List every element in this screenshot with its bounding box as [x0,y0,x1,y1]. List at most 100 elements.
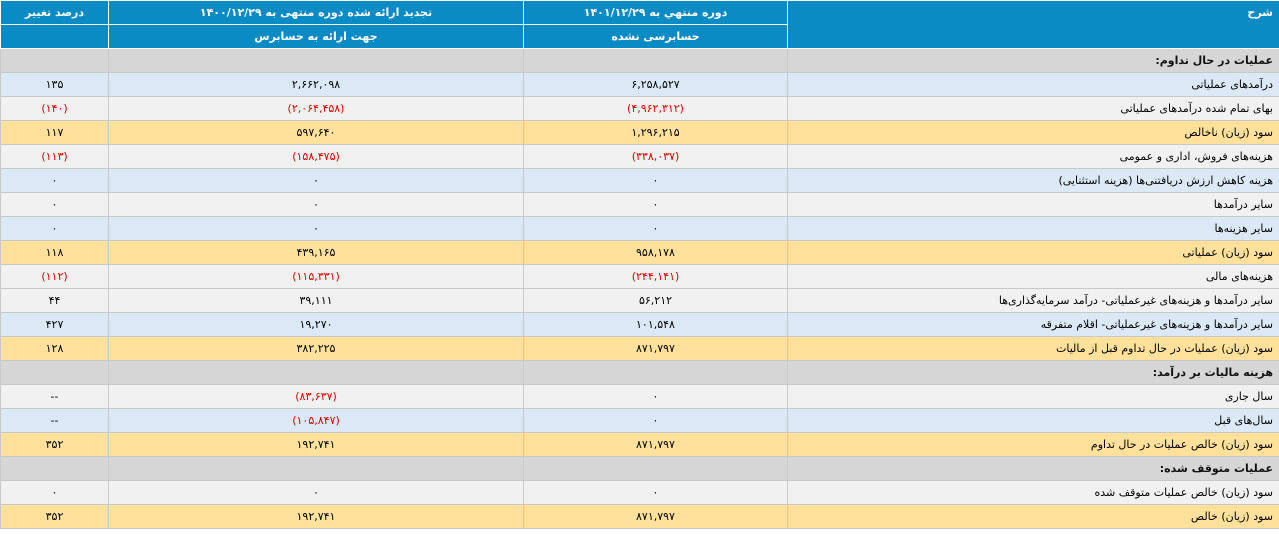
table-row: ۱۱۷ ۵۹۷,۶۴۰ ۱,۲۹۶,۲۱۵ سود (زیان) ناخالص [0,120,1279,145]
description-cell: سایر درآمدها و هزینه‌های غیرعملیاتی- اقل… [787,312,1279,337]
current-period-cell: ۸۷۱,۷۹۷ [523,336,788,361]
change-percent-cell: ۳۵۲ [0,504,109,529]
table-row: ۳۵۲ ۱۹۲,۷۴۱ ۸۷۱,۷۹۷ سود (زیان) خالص عملیات … [0,432,1279,457]
previous-period-cell: ۵۹۷,۶۴۰ [108,120,524,145]
previous-period-cell: (۱۱۵,۳۳۱) [108,264,524,289]
previous-period-cell: ۱۹۲,۷۴۱ [108,432,524,457]
change-percent-cell: ۱۱۸ [0,240,109,265]
change-percent-cell: ۰ [0,216,109,241]
current-period-cell: ۱۰۱,۵۴۸ [523,312,788,337]
table-row: -- (۱۰۵,۸۴۷) ۰ سال‌های قبل [0,408,1279,433]
current-period-cell: ۰ [523,168,788,193]
table-header: درصد تغییر تجدید ارائه شده دوره منتهی به… [0,0,1279,49]
current-period-cell: ۶,۲۵۸,۵۲۷ [523,72,788,97]
section-empty-cell [108,360,524,385]
section-title: هزینه مالیات بر درآمد: [787,360,1279,385]
section-row: عملیات در حال تداوم: [0,48,1279,73]
description-cell: سود (زیان) خالص عملیات متوقف شده [787,480,1279,505]
section-empty-cell [108,48,524,73]
table-row: ۴۴ ۳۹,۱۱۱ ۵۶,۲۱۲ سایر درآمدها و هزینه‌های غ… [0,288,1279,313]
current-period-cell: ۰ [523,408,788,433]
current-period-cell: ۱,۲۹۶,۲۱۵ [523,120,788,145]
table-row: (۱۱۳) (۱۵۸,۴۷۵) (۳۳۸,۰۳۷) هزینه‌های فروش، ا… [0,144,1279,169]
section-title: عملیات در حال تداوم: [787,48,1279,73]
header-current-period: دوره منتهي به ۱۴۰۱/۱۲/۲۹ [523,0,788,25]
table-row: ۳۵۲ ۱۹۲,۷۴۱ ۸۷۱,۷۹۷ سود (زیان) خالص [0,504,1279,529]
description-cell: سال‌های قبل [787,408,1279,433]
change-percent-cell: (۱۱۳) [0,144,109,169]
description-cell: سایر درآمدها و هزینه‌های غیرعملیاتی- درآ… [787,288,1279,313]
description-cell: هزینه‌های فروش، اداری و عمومی [787,144,1279,169]
header-description: شرح [787,0,1279,49]
table-row: (۱۱۲) (۱۱۵,۳۳۱) (۲۴۴,۱۴۱) هزینه‌های مالی [0,264,1279,289]
description-cell: سایر هزینه‌ها [787,216,1279,241]
section-title: عملیات متوقف شده: [787,456,1279,481]
change-percent-cell: ۱۳۵ [0,72,109,97]
header-change-percent-sub [0,24,109,49]
change-percent-cell: ۰ [0,192,109,217]
previous-period-cell: ۴۳۹,۱۶۵ [108,240,524,265]
change-percent-cell: ۰ [0,168,109,193]
description-cell: سود (زیان) عملیاتی [787,240,1279,265]
table-row: ۰ ۰ ۰ سایر هزینه‌ها [0,216,1279,241]
current-period-cell: (۲۴۴,۱۴۱) [523,264,788,289]
section-row: عملیات متوقف شده: [0,456,1279,481]
change-percent-cell: ۴۴ [0,288,109,313]
previous-period-cell: (۱۰۵,۸۴۷) [108,408,524,433]
current-period-cell: ۸۷۱,۷۹۷ [523,504,788,529]
section-empty-cell [523,360,788,385]
description-cell: سایر درآمدها [787,192,1279,217]
section-empty-cell [523,456,788,481]
change-percent-cell: ۱۲۸ [0,336,109,361]
section-empty-cell [523,48,788,73]
current-period-cell: ۰ [523,384,788,409]
table-row: ۱۲۸ ۳۸۲,۲۲۵ ۸۷۱,۷۹۷ سود (زیان) عملیات در حا… [0,336,1279,361]
change-percent-cell: -- [0,408,109,433]
header-row: درصد تغییر تجدید ارائه شده دوره منتهی به… [0,0,1279,49]
description-cell: هزینه کاهش ارزش دریافتنی‌ها (هزینه استثن… [787,168,1279,193]
table-body: عملیات در حال تداوم: ۱۳۵ ۲,۶۶۲,۰۹۸ ۶,۲۵۸,۵۲… [0,48,1279,529]
change-percent-cell: ۴۲۷ [0,312,109,337]
description-cell: سود (زیان) ناخالص [787,120,1279,145]
header-current-period-sub: حسابرسی نشده [523,24,788,49]
change-percent-cell: -- [0,384,109,409]
description-cell: سال جاری [787,384,1279,409]
previous-period-cell: ۱۹۲,۷۴۱ [108,504,524,529]
current-period-cell: ۵۶,۲۱۲ [523,288,788,313]
table-row: ۰ ۰ ۰ هزینه کاهش ارزش دریافتنی‌ها (هزینه اس… [0,168,1279,193]
change-percent-cell: ۰ [0,480,109,505]
header-change-percent: درصد تغییر [0,0,109,25]
change-percent-cell: ۳۵۲ [0,432,109,457]
table-row: ۰ ۰ ۰ سود (زیان) خالص عملیات متوقف شده [0,480,1279,505]
previous-period-cell: ۳۹,۱۱۱ [108,288,524,313]
table-row: ۰ ۰ ۰ سایر درآمدها [0,192,1279,217]
change-percent-cell: (۱۱۲) [0,264,109,289]
previous-period-cell: ۰ [108,480,524,505]
previous-period-cell: ۲,۶۶۲,۰۹۸ [108,72,524,97]
current-period-cell: ۹۵۸,۱۷۸ [523,240,788,265]
previous-period-cell: (۲,۰۶۴,۴۵۸) [108,96,524,121]
section-row: هزینه مالیات بر درآمد: [0,360,1279,385]
previous-period-cell: ۰ [108,168,524,193]
current-period-cell: ۸۷۱,۷۹۷ [523,432,788,457]
previous-period-cell: ۱۹,۲۷۰ [108,312,524,337]
description-cell: سود (زیان) خالص [787,504,1279,529]
table-row: ۴۲۷ ۱۹,۲۷۰ ۱۰۱,۵۴۸ سایر درآمدها و هزینه‌های… [0,312,1279,337]
section-empty-cell [0,360,109,385]
previous-period-cell: (۸۳,۶۳۷) [108,384,524,409]
description-cell: درآمدهای عملیاتی [787,72,1279,97]
description-cell: سود (زیان) عملیات در حال تداوم قبل از ما… [787,336,1279,361]
previous-period-cell: ۳۸۲,۲۲۵ [108,336,524,361]
header-previous-period: تجدید ارائه شده دوره منتهی به ۱۴۰۰/۱۲/۲۹ [108,0,524,25]
description-cell: هزینه‌های مالی [787,264,1279,289]
current-period-cell: ۰ [523,480,788,505]
section-empty-cell [0,48,109,73]
table-row: -- (۸۳,۶۳۷) ۰ سال جاری [0,384,1279,409]
change-percent-cell: (۱۴۰) [0,96,109,121]
section-empty-cell [108,456,524,481]
header-previous-period-sub: جهت ارائه به حسابرس [108,24,524,49]
previous-period-cell: ۰ [108,192,524,217]
table-row: ۱۳۵ ۲,۶۶۲,۰۹۸ ۶,۲۵۸,۵۲۷ درآمدهای عملیاتی [0,72,1279,97]
current-period-cell: (۳۳۸,۰۳۷) [523,144,788,169]
